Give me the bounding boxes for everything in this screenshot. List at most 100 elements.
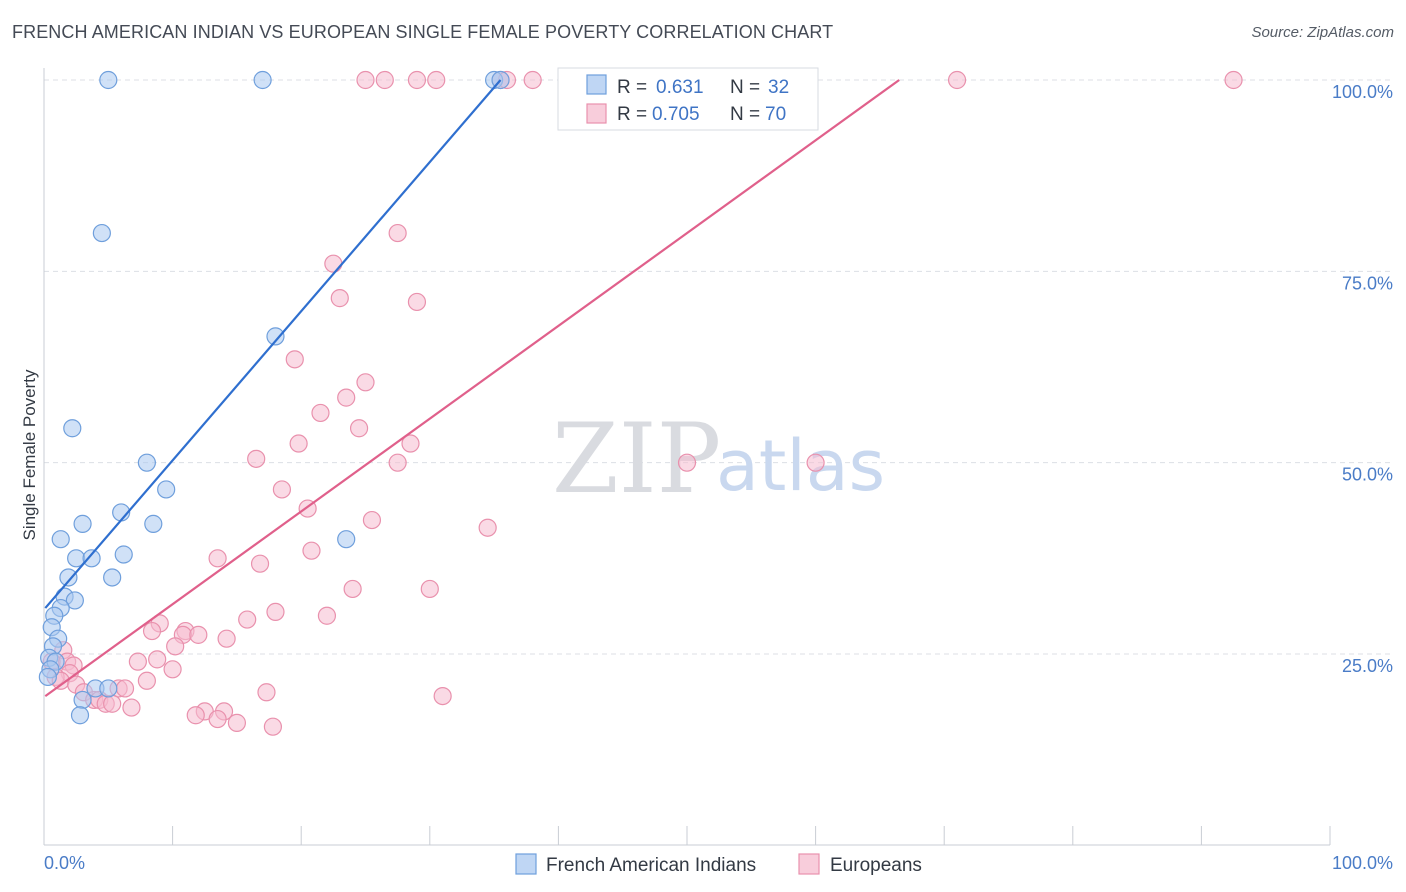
stats-n-label-blue: N = (730, 77, 760, 98)
y-tick-label: 50.0% (1342, 465, 1393, 485)
axes (43, 68, 1331, 846)
point-europeans (330, 289, 349, 308)
trend-lines (44, 79, 900, 697)
point-europeans (285, 350, 304, 369)
point-europeans (343, 579, 362, 599)
stats-swatch-blue (586, 74, 607, 95)
stats-r-value-pink: 0.705 (652, 104, 700, 125)
point-french-american-indians (70, 706, 90, 725)
point-europeans (289, 434, 308, 453)
point-europeans (189, 625, 208, 644)
y-tick-label: 100.0% (1332, 82, 1393, 102)
point-europeans (806, 453, 825, 472)
point-europeans (238, 610, 257, 629)
point-french-american-indians (114, 545, 133, 564)
legend-swatch-french-american-indians (515, 853, 537, 875)
y-tick-label: 25.0% (1342, 656, 1393, 676)
legend-swatch-europeans (798, 853, 820, 875)
point-europeans (163, 660, 182, 679)
point-europeans (407, 70, 427, 90)
point-europeans (166, 637, 185, 656)
trend-line-french-american-indians (44, 79, 502, 609)
point-europeans (311, 403, 330, 423)
stats-n-value-blue: 32 (768, 77, 789, 98)
point-europeans (375, 70, 394, 90)
point-french-american-indians (266, 327, 285, 346)
point-french-american-indians (82, 549, 101, 568)
legend-label-french-american-indians: French American Indians (546, 855, 756, 876)
point-french-american-indians (38, 667, 57, 687)
point-europeans (208, 709, 227, 729)
point-europeans (208, 549, 227, 568)
point-europeans (356, 70, 375, 90)
point-french-american-indians (337, 530, 356, 549)
point-europeans (263, 717, 283, 736)
stats-n-value-pink: 70 (765, 104, 786, 125)
point-europeans (115, 679, 135, 698)
point-europeans (356, 373, 375, 392)
point-europeans (677, 453, 697, 472)
point-europeans (272, 480, 292, 499)
x-tick-labels: 0.0% 100.0% (44, 853, 1393, 873)
point-europeans (362, 510, 382, 530)
point-french-american-indians (63, 419, 82, 438)
grid-lines (44, 79, 1394, 655)
x-tick-label-max: 100.0% (1332, 853, 1393, 873)
point-europeans (401, 434, 420, 453)
point-europeans (324, 254, 343, 273)
point-europeans (420, 579, 439, 599)
point-french-american-indians (51, 530, 70, 549)
point-french-american-indians (73, 514, 92, 533)
point-europeans (337, 388, 356, 407)
point-europeans (217, 629, 236, 648)
trend-line-europeans (44, 79, 900, 697)
point-europeans (122, 698, 141, 717)
point-europeans (247, 449, 266, 468)
series-legend: French American Indians Europeans (515, 853, 922, 876)
point-europeans (1224, 70, 1243, 90)
y-axis-title: Single Female Poverty (20, 369, 39, 541)
point-europeans (148, 650, 167, 669)
point-french-american-indians (99, 70, 118, 90)
stats-swatch-pink (586, 103, 607, 124)
watermark: ZIP atlas (552, 403, 885, 515)
point-europeans (427, 70, 446, 90)
point-french-american-indians (99, 679, 118, 698)
point-europeans (349, 419, 369, 438)
point-europeans (103, 694, 122, 713)
stats-r-value-blue: 0.631 (656, 77, 704, 98)
point-french-american-indians (92, 223, 111, 243)
point-europeans (407, 292, 427, 312)
point-europeans (186, 706, 205, 725)
point-europeans (142, 621, 162, 641)
stats-n-label-pink: N = (730, 104, 760, 125)
legend-label-europeans: Europeans (830, 855, 922, 876)
stats-r-label-blue: R = (617, 77, 647, 98)
point-europeans (478, 518, 497, 537)
watermark-atlas: atlas (716, 425, 885, 507)
point-europeans (302, 541, 321, 560)
point-french-american-indians (65, 591, 84, 610)
point-europeans (257, 683, 276, 702)
point-europeans (266, 602, 285, 622)
point-french-american-indians (103, 568, 122, 587)
point-europeans (433, 686, 452, 706)
scatter-points (38, 70, 1243, 736)
point-europeans (947, 70, 967, 90)
point-europeans (250, 554, 270, 573)
point-french-american-indians (137, 453, 156, 472)
point-french-american-indians (253, 70, 272, 90)
point-europeans (227, 713, 246, 732)
point-europeans (128, 652, 147, 671)
stats-r-label-pink: R = (617, 104, 647, 125)
point-europeans (388, 453, 407, 472)
point-french-american-indians (144, 514, 163, 533)
point-europeans (317, 606, 337, 625)
point-europeans (523, 70, 542, 90)
y-tick-label: 75.0% (1342, 273, 1393, 293)
watermark-zip: ZIP (552, 403, 721, 515)
point-french-american-indians (157, 480, 176, 499)
point-french-american-indians (59, 568, 78, 587)
point-europeans (137, 671, 156, 690)
